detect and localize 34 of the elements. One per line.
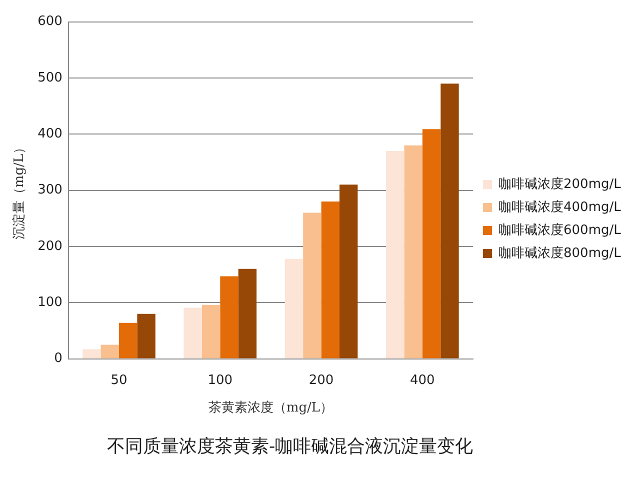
x-tick-label: 200 xyxy=(308,372,334,388)
x-axis-title: 茶黄素浓度（mg/L） xyxy=(208,400,334,416)
bar xyxy=(303,212,322,358)
y-tick-label: 300 xyxy=(38,182,62,198)
bar xyxy=(100,344,119,358)
legend-label: 咖啡碱浓度200mg/L xyxy=(498,176,622,192)
legend-label: 咖啡碱浓度600mg/L xyxy=(498,222,622,238)
x-tick-label: 400 xyxy=(410,372,435,388)
y-tick-label: 400 xyxy=(38,126,62,142)
bar xyxy=(284,258,304,358)
y-tick-label: 100 xyxy=(38,295,62,310)
bar xyxy=(202,304,220,358)
y-tick-label: 200 xyxy=(38,238,62,254)
bar xyxy=(321,202,340,358)
y-tick-label: 600 xyxy=(38,14,62,30)
x-tick-label: 100 xyxy=(208,372,233,388)
text: 不同质量浓度茶黄素-咖啡碱混合液沉淀量变化 xyxy=(106,435,474,458)
bar xyxy=(82,349,101,358)
bar xyxy=(422,129,441,358)
bar xyxy=(137,314,156,358)
x-tick-label: 50 xyxy=(110,372,128,388)
legend-label: 咖啡碱浓度400mg/L xyxy=(498,198,622,215)
bar xyxy=(339,184,358,358)
y-tick-label: 500 xyxy=(38,70,62,86)
bar xyxy=(404,145,422,358)
bar xyxy=(220,276,238,358)
bar xyxy=(238,268,257,358)
y-tick-label: 0 xyxy=(54,351,62,366)
bar xyxy=(184,308,202,358)
legend-label: 咖啡碱浓度800mg/L xyxy=(498,244,622,261)
bar xyxy=(386,150,404,358)
bar xyxy=(440,84,459,358)
bar xyxy=(118,322,138,358)
y-axis-title: 沉淀量（mg/L） xyxy=(12,140,28,240)
